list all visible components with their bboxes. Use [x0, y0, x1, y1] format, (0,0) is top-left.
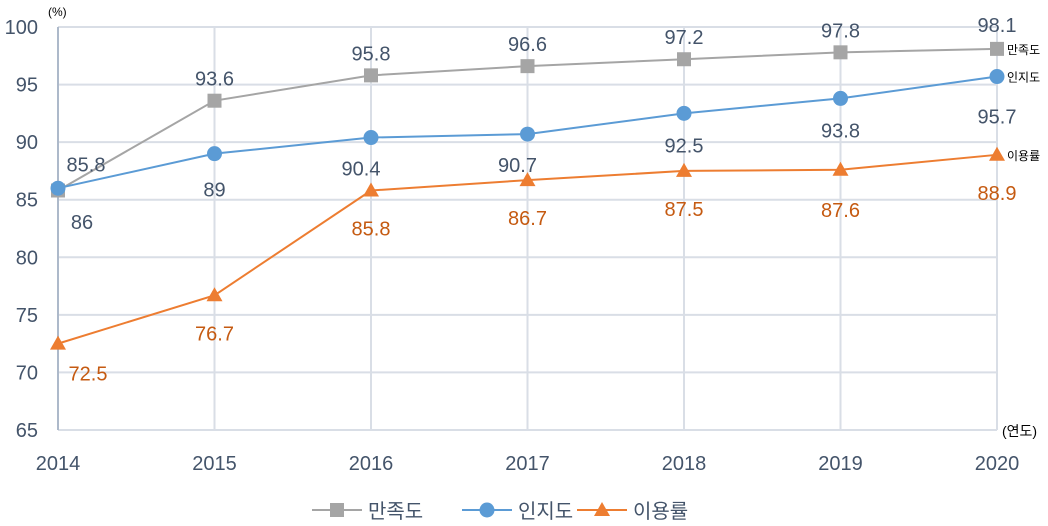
- legend-label: 만족도: [368, 500, 423, 523]
- series-end-label: 만족도: [1007, 43, 1040, 57]
- data-label: 87.6: [821, 200, 860, 222]
- x-tick-label: 2016: [349, 453, 394, 475]
- series-circle: [50, 69, 1005, 196]
- data-label: 92.5: [665, 135, 704, 157]
- legend-item: 만족도: [312, 500, 423, 523]
- y-tick-label: 65: [16, 420, 38, 442]
- data-label: 96.6: [508, 34, 547, 56]
- legend-item: 인지도: [462, 500, 573, 523]
- y-unit-label: (%): [48, 5, 67, 19]
- y-tick-label: 75: [16, 305, 38, 327]
- data-label: 90.7: [498, 155, 537, 177]
- y-tick-label: 90: [16, 132, 38, 154]
- legend-marker-circle: [479, 502, 495, 518]
- data-label: 76.7: [195, 323, 234, 345]
- data-point-triangle: [519, 172, 536, 187]
- data-point-triangle: [676, 162, 692, 177]
- data-point-circle: [50, 180, 66, 196]
- x-tick-label: 2014: [36, 453, 81, 475]
- data-label: 86.7: [508, 208, 547, 230]
- data-point-circle: [989, 69, 1005, 85]
- data-point-square: [364, 68, 378, 83]
- legend-marker-square: [330, 503, 344, 517]
- y-tick-label: 80: [16, 247, 38, 269]
- data-point-triangle: [989, 146, 1005, 161]
- data-point-square: [677, 52, 691, 67]
- series-group: [50, 41, 1005, 350]
- data-point-triangle: [832, 161, 849, 176]
- data-point-circle: [833, 90, 848, 106]
- data-label: 90.4: [342, 159, 381, 181]
- data-point-triangle: [363, 182, 379, 197]
- axes: 65 70 75 80 85 90 95 100 2014 2015 2016 2017 2018 201…: [5, 5, 1037, 475]
- data-point-square: [207, 93, 222, 108]
- y-tick-label: 100: [5, 17, 38, 39]
- data-label: 87.5: [665, 199, 704, 221]
- data-point-circle: [363, 130, 379, 146]
- x-tick-label: 2017: [505, 453, 550, 475]
- x-tick-label: 2019: [818, 453, 863, 475]
- data-label: 97.8: [821, 20, 860, 42]
- x-tick-label: 2020: [975, 453, 1020, 475]
- data-label: 89: [203, 180, 225, 202]
- legend-item: 이용률: [577, 500, 688, 523]
- data-point-triangle: [50, 335, 66, 350]
- data-point-circle: [520, 126, 535, 142]
- data-label: 98.1: [978, 15, 1017, 37]
- legend-label: 이용률: [633, 500, 688, 523]
- data-point-circle: [207, 146, 222, 162]
- series-end-label: 인지도: [1007, 71, 1040, 85]
- data-label: 95.7: [978, 107, 1017, 129]
- y-tick-label: 70: [16, 362, 38, 384]
- y-tick-label: 95: [16, 75, 38, 97]
- data-label: 93.6: [195, 69, 234, 91]
- data-label: 88.9: [978, 183, 1017, 205]
- data-label: 85.8: [352, 219, 391, 241]
- data-label: 93.8: [821, 120, 860, 142]
- legend: 만족도 인지도 이용률: [312, 500, 688, 523]
- x-tick-label: 2015: [192, 453, 237, 475]
- series-triangle: [50, 146, 1005, 350]
- data-label: 95.8: [352, 43, 391, 65]
- data-label: 97.2: [665, 27, 704, 49]
- gridlines: [57, 26, 998, 431]
- data-label: 86: [71, 212, 93, 234]
- x-unit-label: (연도): [1002, 423, 1037, 439]
- data-point-square: [833, 45, 848, 60]
- legend-label: 인지도: [518, 500, 573, 523]
- legend-marker-triangle: [594, 502, 610, 516]
- data-label: 85.8: [67, 155, 106, 177]
- series-end-label: 이용률: [1007, 149, 1040, 163]
- x-tick-label: 2018: [662, 453, 707, 475]
- data-point-circle: [676, 105, 692, 121]
- data-point-triangle: [206, 287, 223, 302]
- data-point-square: [990, 41, 1004, 56]
- data-labels: 85.8 93.6 95.8 96.6 97.2 97.8 98.1 만족도 86 89 90.4 9…: [67, 15, 1041, 386]
- data-label: 72.5: [69, 364, 108, 386]
- y-tick-label: 85: [16, 190, 38, 212]
- data-point-square: [520, 59, 535, 74]
